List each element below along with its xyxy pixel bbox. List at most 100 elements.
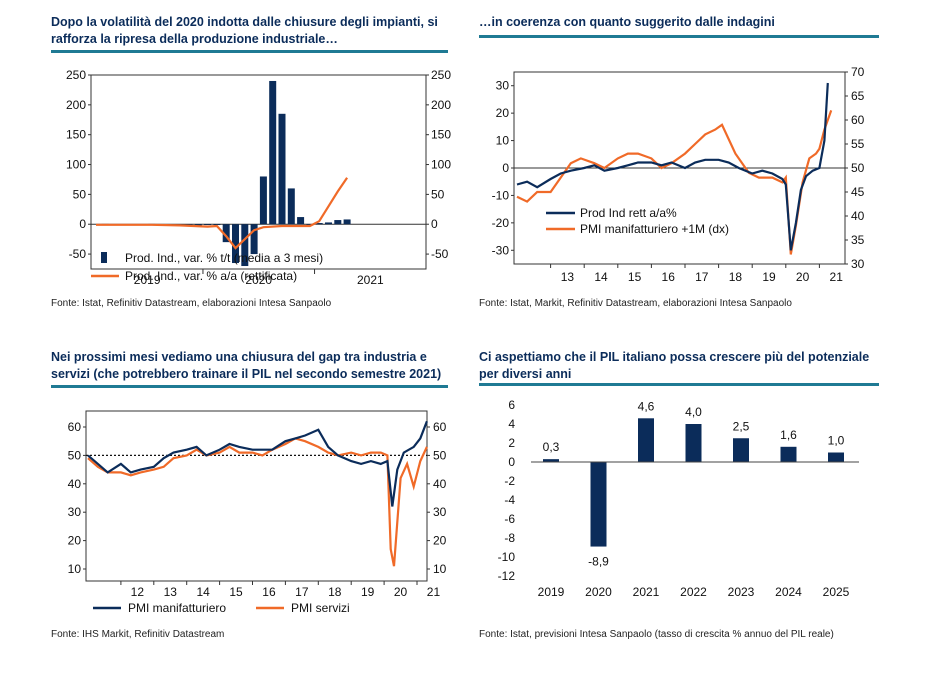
- chart2-ytick-right: 40: [851, 209, 865, 223]
- chart4-xtick: 2021: [633, 585, 660, 599]
- chart3-title-rule: [51, 385, 448, 388]
- chart3-ytick-left: 10: [68, 562, 82, 576]
- chart2-ytick-left: -10: [492, 188, 510, 202]
- chart2-ytick-left: 20: [496, 106, 510, 120]
- chart1-ytick-right: 0: [431, 217, 438, 231]
- chart2-prodind-line: [516, 82, 829, 251]
- chart1-bar: [278, 113, 286, 225]
- chart4-bar: [780, 446, 797, 462]
- chart1-bar: [315, 223, 323, 225]
- chart1-xtick: 2020: [245, 273, 272, 287]
- chart1-xtick: 2021: [357, 273, 384, 287]
- chart4-ytick: -10: [498, 550, 516, 564]
- chart4-data-label: 4,6: [638, 399, 655, 413]
- chart4-ytick: 4: [508, 417, 515, 431]
- chart2-legend: Prod Ind rett a/a% PMI manifatturiero +1…: [546, 206, 729, 236]
- chart3-ytick-right: 30: [433, 505, 447, 519]
- chart1-bar: [241, 224, 249, 267]
- chart2-ytick-left: -30: [492, 243, 510, 257]
- chart1-bar: [297, 217, 305, 225]
- chart1-legend-bar-label: Prod. Ind., var. % t/t (media a 3 mesi): [125, 251, 323, 265]
- chart4-xtick: 2019: [538, 585, 565, 599]
- chart4-title: Ci aspettiamo che il PIL italiano possa …: [479, 350, 870, 381]
- chart2-xtick: 21: [830, 270, 844, 284]
- chart4-data-label: 4,0: [685, 405, 702, 419]
- chart3-ytick-left: 40: [68, 477, 82, 491]
- chart3-ytick-right: 60: [433, 420, 447, 434]
- chart4-ytick: -8: [504, 531, 515, 545]
- chart1-ytick-left: 150: [66, 128, 86, 142]
- chart4-ytick: -6: [504, 512, 515, 526]
- chart1-ytick-left: 100: [66, 158, 86, 172]
- chart1-bar: [222, 224, 230, 243]
- chart2-legend-navy-label: Prod Ind rett a/a%: [580, 206, 677, 220]
- chart2-ytick-left: 10: [496, 134, 510, 148]
- chart4-xtick: 2023: [728, 585, 755, 599]
- chart1-bar: [213, 224, 221, 226]
- chart3-ytick-left: 50: [68, 448, 82, 462]
- chart3-title: Nei prossimi mesi vediamo una chiusura d…: [51, 350, 442, 381]
- chart3-xtick: 18: [328, 585, 342, 599]
- chart2-xtick: 17: [695, 270, 709, 284]
- chart1-ytick-left: -50: [69, 247, 87, 261]
- chart4-bar: [733, 438, 749, 462]
- chart3-plot-frame: [85, 410, 428, 582]
- chart1-ytick-right: 250: [431, 68, 451, 82]
- chart4-xtick: 2025: [823, 585, 850, 599]
- chart2-ytick-right: 45: [851, 185, 865, 199]
- chart4-bar: [590, 462, 607, 547]
- chart1-ytick-right: 50: [431, 187, 445, 201]
- chart3-xtick: 14: [196, 585, 210, 599]
- chart2-ytick-right: 70: [851, 65, 865, 79]
- chart4-data-label: 2,5: [733, 419, 750, 433]
- chart1-bar: [259, 176, 267, 225]
- chart3-xtick: 13: [164, 585, 178, 599]
- chart2-ytick-left: 30: [496, 79, 510, 93]
- chart1-ytick-left: 50: [73, 187, 87, 201]
- chart2-xtick: 19: [762, 270, 776, 284]
- chart4-xtick: 2020: [585, 585, 612, 599]
- chart3-services-line: [87, 437, 428, 567]
- chart1-title-rule: [51, 50, 448, 53]
- chart1-svg: -50 0 50 100 150 200 250 -50 0 50 100 150 200 250 2019…: [66, 68, 451, 287]
- chart2-xtick: 18: [729, 270, 743, 284]
- chart2-xtick: 13: [561, 270, 575, 284]
- chart2-ytick-left: -20: [492, 216, 510, 230]
- chart1-ytick-left: 200: [66, 98, 86, 112]
- chart3-source: Fonte: IHS Markit, Refinitiv Datastream: [51, 629, 225, 640]
- chart4-ytick: -12: [498, 569, 516, 583]
- chart1-bar: [269, 80, 277, 225]
- chart3-legend: PMI manifatturiero PMI servizi: [93, 601, 350, 615]
- chart1-bar: [325, 222, 332, 225]
- chart4-source: Fonte: Istat, previsioni Intesa Sanpaolo…: [479, 629, 834, 640]
- chart1-ytick-left: 0: [79, 217, 86, 231]
- chart2-ytick-right: 60: [851, 113, 865, 127]
- chart1-legend-bar-swatch: [101, 252, 107, 263]
- chart4-data-label: -8,9: [588, 555, 609, 569]
- chart1-bar: [306, 224, 314, 226]
- chart1-bar: [204, 224, 212, 226]
- chart2-xtick: 14: [594, 270, 608, 284]
- chart1-xtick: 2019: [134, 273, 161, 287]
- chart2-title-rule: [479, 35, 879, 38]
- chart4-ytick: -2: [504, 474, 515, 488]
- chart4-ytick: -4: [504, 493, 515, 507]
- chart1-source: Fonte: Istat, Refinitiv Datastream, elab…: [51, 298, 332, 309]
- chart2-source: Fonte: Istat, Markit, Refinitiv Datastre…: [479, 298, 792, 309]
- chart4-title-rule: [479, 383, 879, 386]
- chart4-data-label: 0,3: [543, 440, 560, 454]
- chart2-ytick-right: 30: [851, 257, 865, 271]
- chart3-ytick-right: 10: [433, 562, 447, 576]
- chart1-legend: Prod. Ind., var. % t/t (media a 3 mesi) …: [91, 251, 323, 283]
- chart1-ytick-right: -50: [431, 247, 449, 261]
- chart4-xtick: 2024: [775, 585, 802, 599]
- chart3-xtick: 20: [394, 585, 408, 599]
- chart1-ytick-right: 100: [431, 158, 451, 172]
- chart3-ytick-left: 60: [68, 420, 82, 434]
- chart3-xtick: 17: [295, 585, 309, 599]
- chart3-ytick-right: 50: [433, 448, 447, 462]
- chart3-svg: 10 20 30 40 50 60 10 20 30 40 50 60 12 13 14 15 16 17 18 19…: [68, 410, 447, 615]
- chart4-bar: [685, 424, 702, 462]
- chart4-ytick: 0: [508, 455, 515, 469]
- chart4-xtick: 2022: [680, 585, 707, 599]
